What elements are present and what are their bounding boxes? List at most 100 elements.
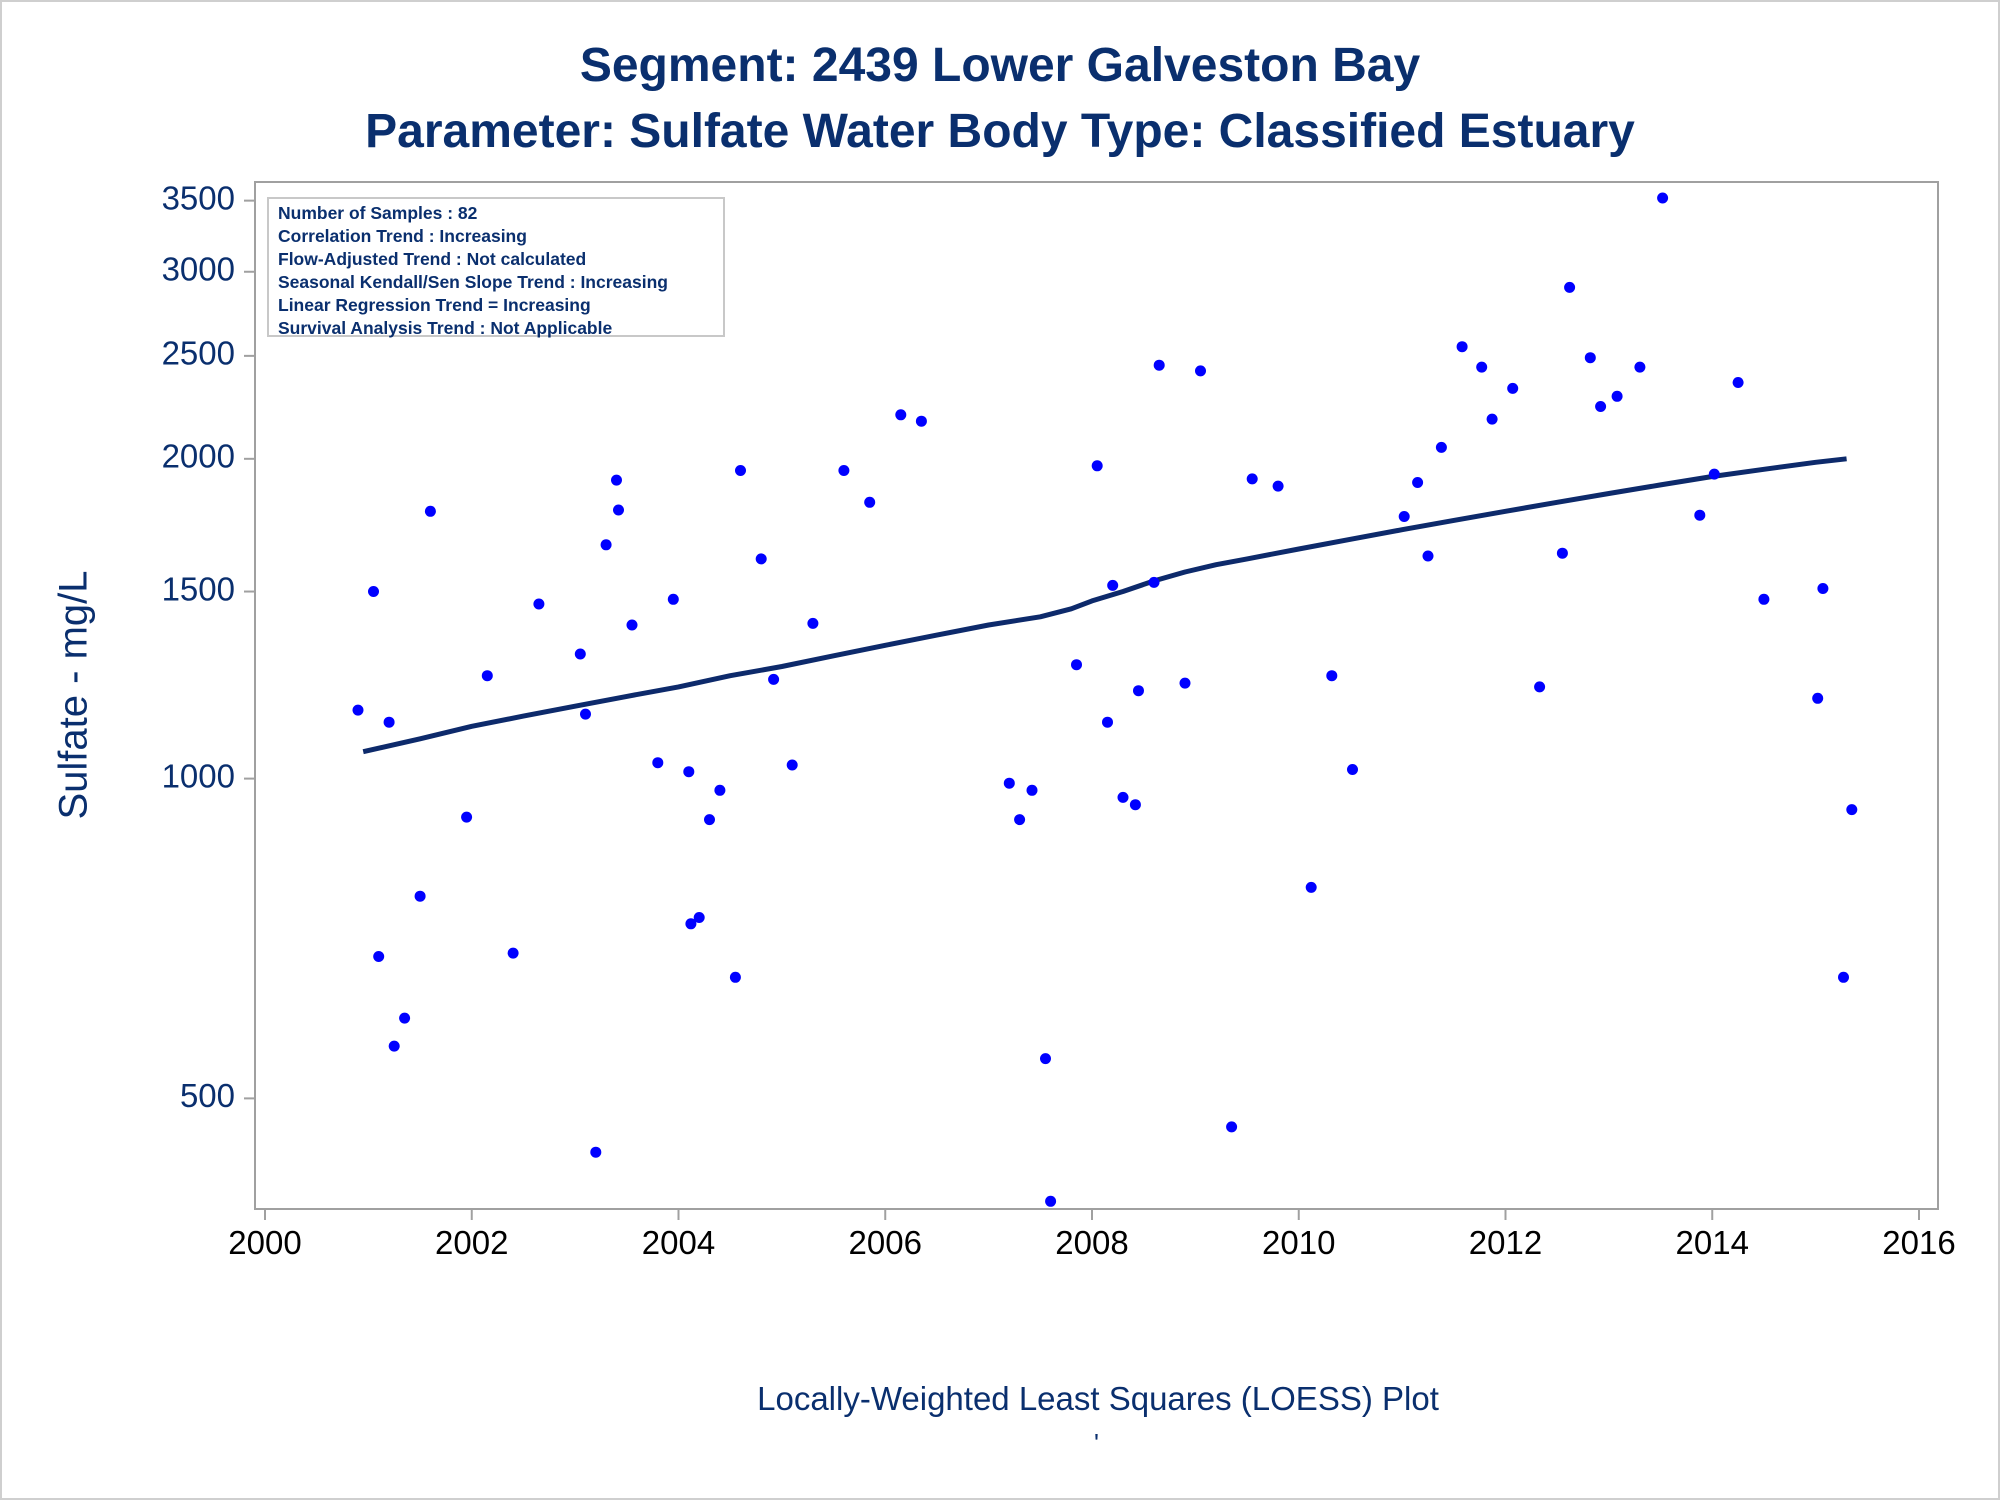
stats-line: Flow-Adjusted Trend : Not calculated bbox=[278, 249, 587, 269]
data-point bbox=[1347, 764, 1358, 775]
x-axis: 2000 2002 2004 2006 2008 2010 2012 2014 2016 bbox=[228, 1209, 1956, 1261]
y-tick-label: 3500 bbox=[162, 179, 235, 216]
data-point bbox=[1195, 365, 1206, 377]
chart-title: Segment: 2439 Lower Galveston Bay bbox=[579, 39, 1421, 92]
data-point bbox=[1564, 281, 1576, 293]
data-point bbox=[388, 1040, 400, 1052]
data-point bbox=[580, 708, 591, 720]
data-point bbox=[693, 912, 705, 923]
data-point bbox=[368, 586, 379, 597]
stats-line: Seasonal Kendall/Sen Slope Trend : Incre… bbox=[278, 272, 668, 292]
data-point bbox=[611, 474, 622, 486]
data-point bbox=[399, 1012, 411, 1024]
data-point bbox=[735, 465, 746, 476]
data-point bbox=[1107, 579, 1119, 591]
data-point bbox=[1040, 1053, 1051, 1065]
data-point bbox=[1246, 473, 1258, 485]
loess-layer bbox=[362, 456, 1847, 755]
data-point bbox=[373, 951, 385, 962]
y-axis-label: Sulfate - mg/L bbox=[52, 570, 96, 819]
data-point bbox=[1812, 692, 1824, 704]
data-point bbox=[1846, 804, 1858, 816]
data-point bbox=[1486, 413, 1498, 425]
data-point bbox=[574, 648, 586, 660]
data-point bbox=[414, 890, 426, 902]
data-point bbox=[1584, 352, 1596, 364]
data-point bbox=[1694, 509, 1706, 521]
data-point bbox=[613, 504, 624, 516]
data-point bbox=[1412, 477, 1424, 488]
data-point bbox=[768, 673, 780, 685]
data-point bbox=[1435, 441, 1447, 453]
data-point bbox=[1422, 550, 1434, 562]
y-tick-label: 3000 bbox=[162, 250, 235, 287]
data-point bbox=[807, 617, 819, 629]
data-point bbox=[1634, 361, 1646, 373]
data-point bbox=[1657, 192, 1669, 204]
data-point bbox=[1129, 799, 1141, 811]
data-point bbox=[1091, 460, 1103, 472]
data-point bbox=[481, 670, 493, 682]
data-point bbox=[915, 415, 927, 427]
data-point bbox=[895, 409, 907, 421]
data-point bbox=[1758, 593, 1770, 605]
data-point bbox=[1272, 480, 1284, 492]
y-tick-label: 500 bbox=[180, 1077, 235, 1114]
data-point bbox=[652, 757, 664, 769]
data-point bbox=[1595, 401, 1607, 412]
data-point bbox=[1708, 468, 1720, 480]
data-point bbox=[461, 811, 473, 823]
x-tick-label: 2016 bbox=[1882, 1224, 1955, 1261]
data-point bbox=[755, 553, 767, 565]
data-point bbox=[1732, 377, 1744, 388]
data-point bbox=[1305, 881, 1317, 893]
y-tick-label: 1000 bbox=[162, 757, 235, 794]
loess-line bbox=[362, 456, 1847, 755]
data-point bbox=[1326, 670, 1338, 682]
footnote: Locally-Weighted Least Squares (LOESS) P… bbox=[757, 1380, 1439, 1417]
footnote-mark: ' bbox=[1094, 1428, 1099, 1458]
data-point bbox=[507, 947, 519, 959]
x-tick-label: 2002 bbox=[435, 1224, 508, 1261]
y-tick-label: 1500 bbox=[162, 570, 235, 607]
data-point bbox=[600, 539, 612, 551]
data-point bbox=[1102, 716, 1113, 728]
data-point bbox=[1507, 382, 1519, 394]
data-point bbox=[1133, 685, 1144, 697]
data-point bbox=[1026, 784, 1038, 796]
stats-box: Number of Samples : 82 Correlation Trend … bbox=[267, 197, 725, 338]
data-point bbox=[1817, 583, 1829, 594]
data-point bbox=[1071, 659, 1082, 671]
data-point bbox=[1534, 681, 1546, 693]
x-tick-label: 2000 bbox=[228, 1224, 301, 1261]
data-point bbox=[1556, 547, 1568, 559]
chart-subtitle: Parameter: Sulfate Water Body Type: Clas… bbox=[365, 105, 1635, 158]
data-point bbox=[729, 971, 741, 983]
stats-line: Number of Samples : 82 bbox=[278, 203, 478, 223]
data-point bbox=[685, 918, 697, 930]
data-point bbox=[533, 598, 545, 610]
data-point bbox=[864, 496, 876, 508]
data-point bbox=[1456, 341, 1468, 353]
points-layer bbox=[352, 192, 1858, 1207]
y-tick-label: 2000 bbox=[162, 438, 235, 475]
y-axis: 500 1000 1500 2000 2500 3000 3500 bbox=[162, 179, 255, 1114]
stats-line: Correlation Trend : Increasing bbox=[278, 226, 527, 246]
data-point bbox=[667, 593, 679, 605]
y-tick-label: 2500 bbox=[162, 335, 235, 372]
data-point bbox=[424, 505, 436, 517]
data-point bbox=[1014, 814, 1026, 826]
data-point bbox=[590, 1146, 602, 1158]
x-tick-label: 2006 bbox=[849, 1224, 922, 1261]
data-point bbox=[838, 465, 850, 476]
data-point bbox=[383, 716, 395, 728]
data-point bbox=[704, 814, 715, 826]
data-point bbox=[352, 704, 364, 716]
data-point bbox=[1117, 791, 1129, 803]
data-point bbox=[714, 784, 726, 796]
data-point bbox=[1153, 359, 1165, 371]
data-point bbox=[1476, 361, 1488, 373]
data-point bbox=[1003, 777, 1015, 789]
data-point bbox=[1838, 971, 1849, 983]
x-tick-label: 2012 bbox=[1469, 1224, 1542, 1261]
